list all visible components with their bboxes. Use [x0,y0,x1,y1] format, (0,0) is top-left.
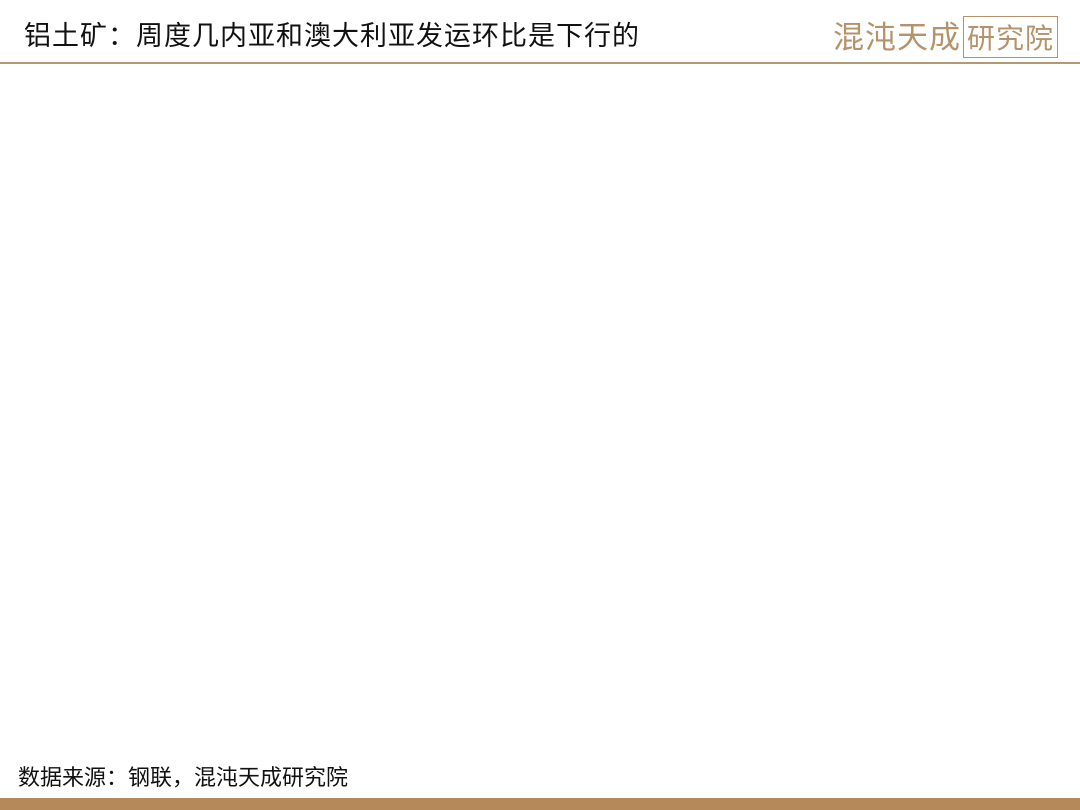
brand-logo: 混沌天成 研究院 [833,12,1058,58]
header-rule [0,62,1080,64]
source-note: 数据来源：钢联，混沌天成研究院 [18,766,349,791]
chart-australia-shipments [540,70,1080,400]
page-title: 铝土矿：周度几内亚和澳大利亚发运环比是下行的 [24,21,640,52]
logo-sub: 研究院 [962,16,1058,58]
chart-port-inventory [540,410,1080,750]
footer-bar [0,798,1080,810]
chart-plant-inventory [0,420,540,750]
chart-guinea-shipments [0,70,540,400]
logo-main: 混沌天成 [832,20,961,56]
